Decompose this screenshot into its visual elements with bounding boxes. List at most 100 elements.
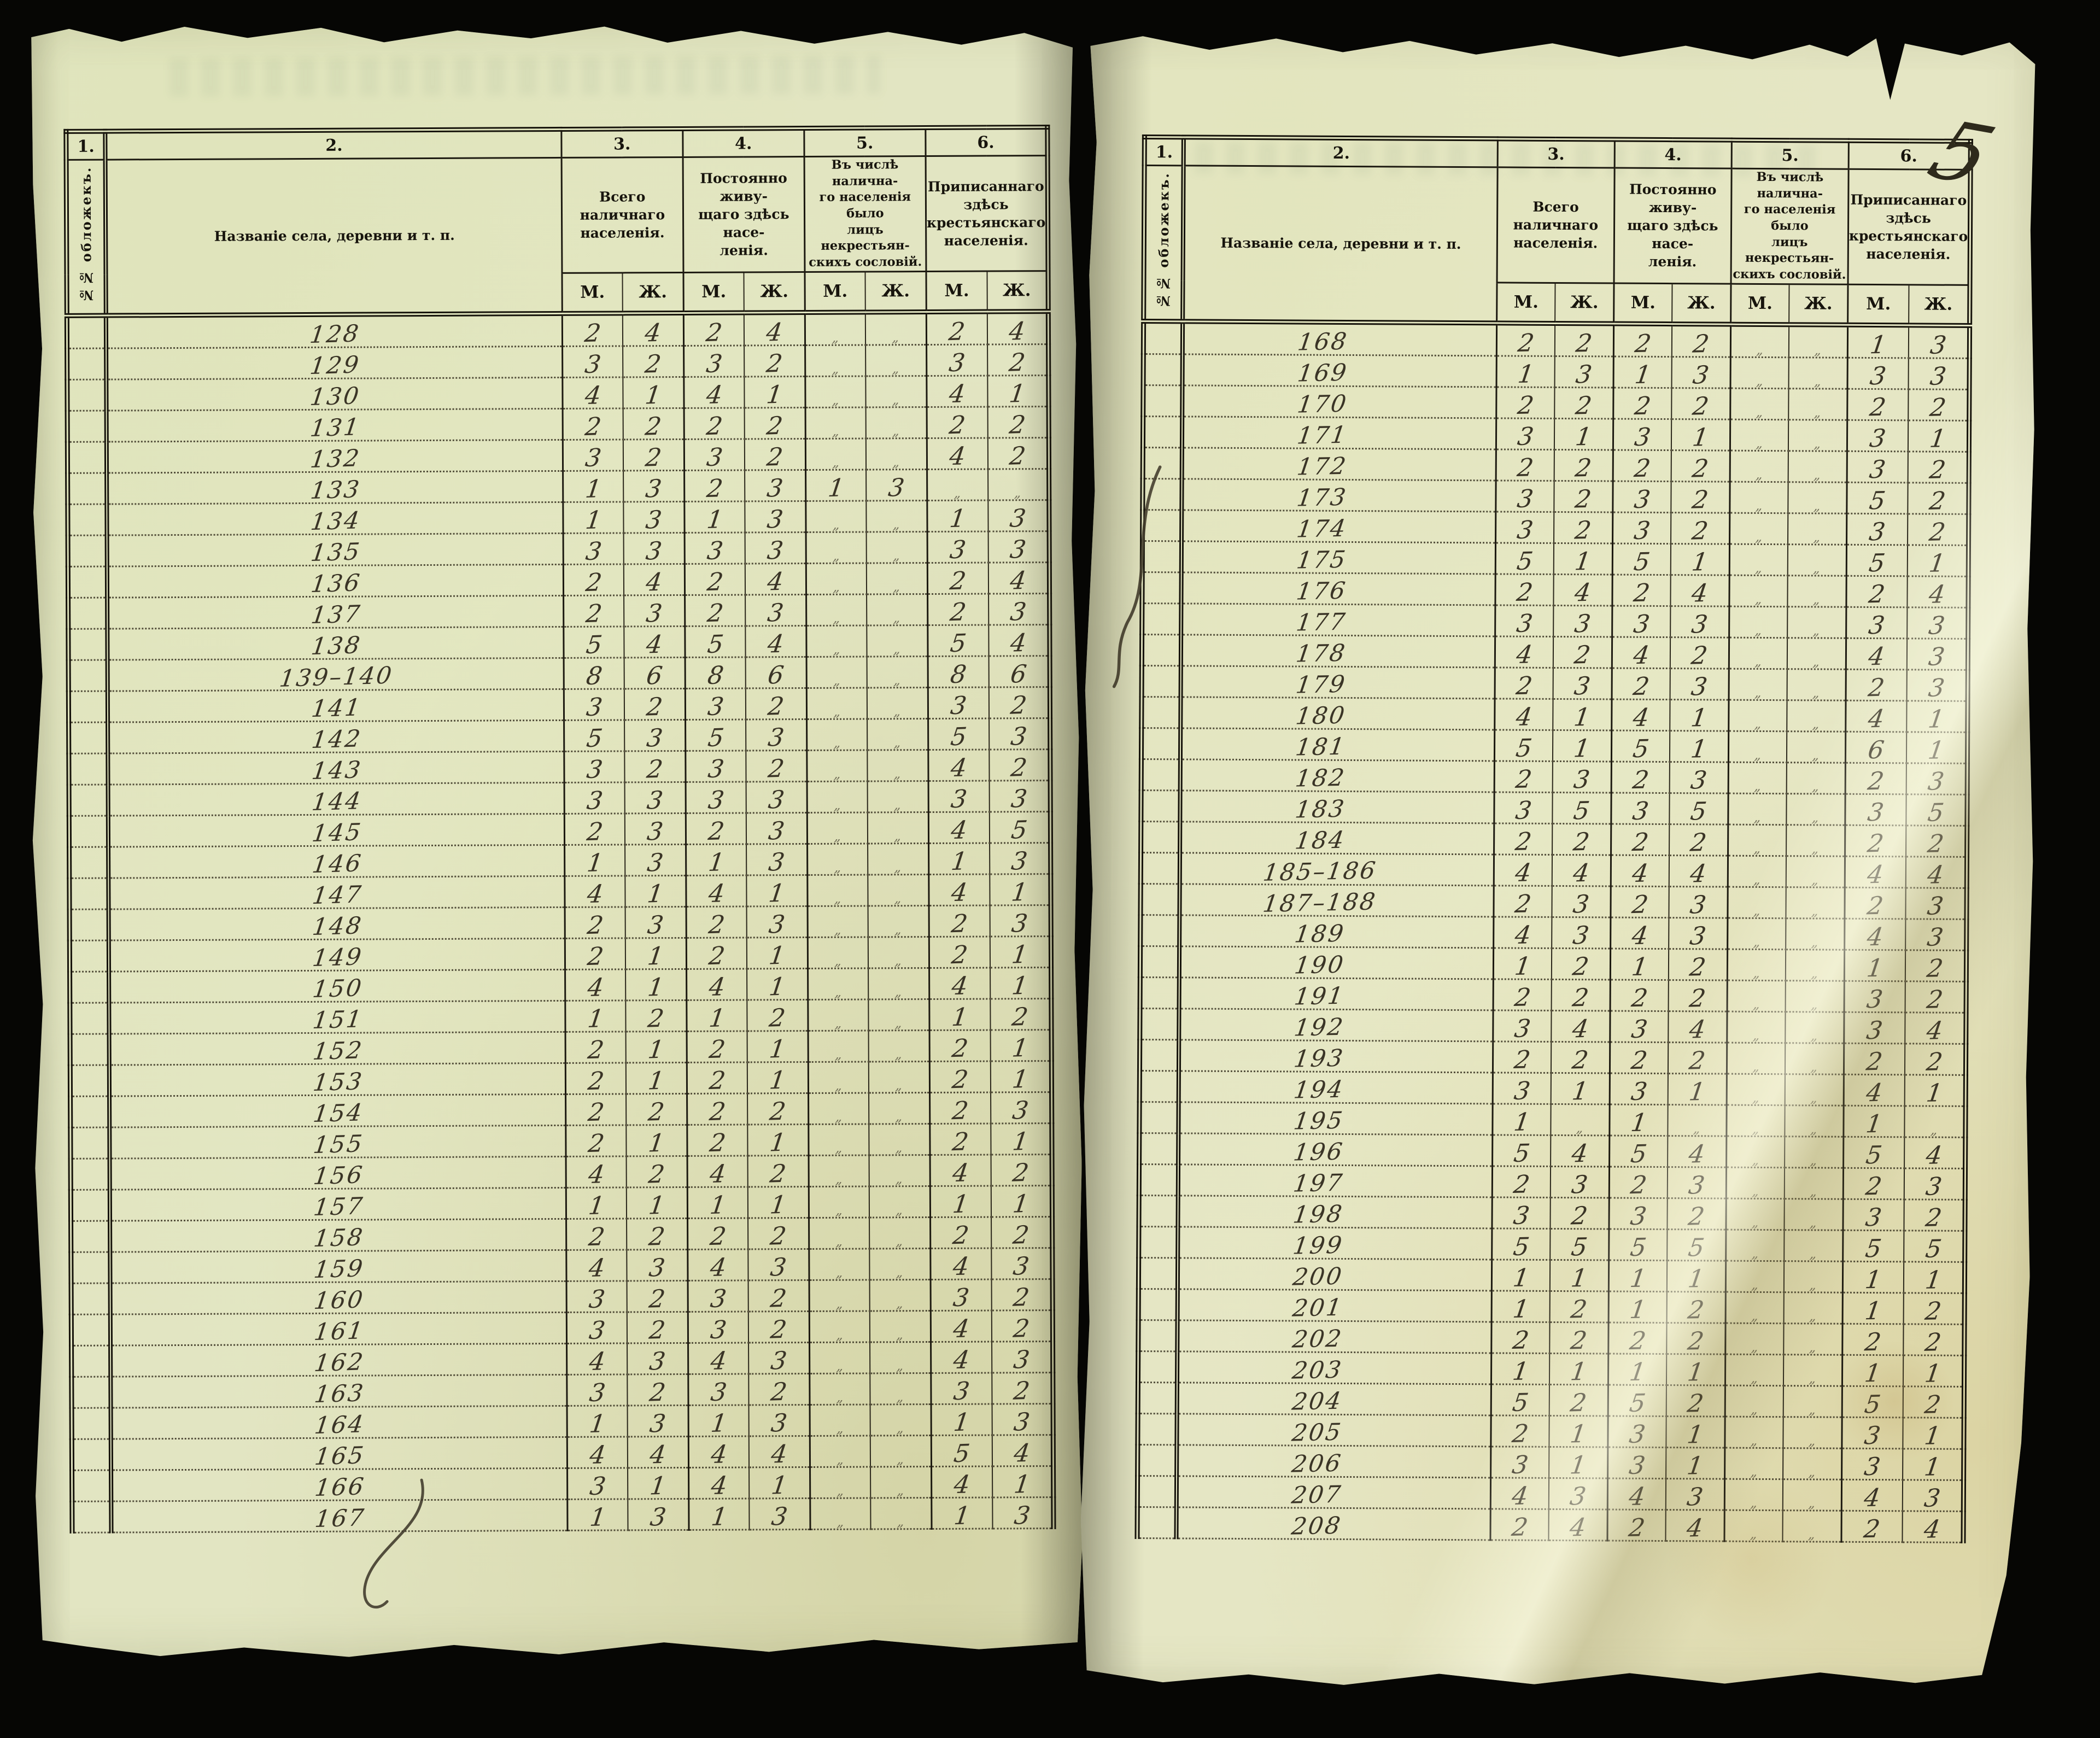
- village-number-cell: 199: [1178, 1227, 1492, 1260]
- handwritten-count: „: [1752, 1058, 1760, 1074]
- value-cell: „: [868, 781, 928, 812]
- handwritten-count: „: [893, 704, 902, 719]
- handwritten-count: 1: [646, 1034, 666, 1064]
- handwritten-count: „: [832, 517, 841, 532]
- handwritten-village-number: 175: [1295, 546, 1349, 575]
- value-cell: 2: [685, 595, 745, 626]
- handwritten-count: 2: [765, 411, 785, 441]
- value-cell: 2: [746, 688, 806, 719]
- value-cell: 1: [626, 1031, 687, 1062]
- village-number-cell: 128: [106, 313, 562, 348]
- handwritten-count: 2: [644, 349, 663, 379]
- village-number-cell: 173: [1182, 479, 1496, 512]
- handwritten-count: 2: [1510, 1419, 1530, 1448]
- value-cell: 1: [568, 1499, 628, 1530]
- value-cell: 2: [745, 438, 805, 470]
- handwritten-count: 2: [708, 1221, 728, 1251]
- value-cell: 1: [992, 1466, 1054, 1497]
- value-cell: 2: [565, 938, 625, 969]
- value-cell: „: [988, 469, 1049, 500]
- value-cell: 3: [748, 1342, 809, 1373]
- value-cell: 2: [988, 406, 1049, 437]
- value-cell: 3: [1613, 481, 1671, 513]
- value-cell: 2: [929, 1061, 991, 1092]
- value-cell: „: [869, 1186, 930, 1217]
- handwritten-count: „: [832, 641, 841, 657]
- handwritten-count: 3: [709, 1315, 728, 1344]
- handwritten-count: 1: [765, 379, 785, 409]
- col-number-2: 2.: [106, 129, 561, 160]
- handwritten-count: 4: [1687, 1014, 1707, 1044]
- value-cell: 4: [566, 1156, 627, 1187]
- handwritten-count: „: [1811, 779, 1821, 794]
- village-number-cell: 154: [109, 1094, 565, 1127]
- handwritten-count: 1: [588, 1409, 607, 1438]
- handwritten-count: 1: [768, 1190, 788, 1220]
- handwritten-count: 4: [1571, 858, 1592, 888]
- handwritten-count: 3: [1867, 610, 1887, 640]
- handwritten-count: 2: [1007, 347, 1027, 377]
- village-number-cell: 179: [1181, 666, 1495, 699]
- handwritten-count: 3: [585, 786, 605, 815]
- value-cell: „: [1727, 1105, 1785, 1137]
- value-cell: 1: [1608, 1291, 1667, 1323]
- value-cell: 4: [1612, 699, 1670, 731]
- handwritten-count: 3: [1631, 609, 1652, 639]
- value-cell: 5: [1612, 543, 1671, 575]
- value-cell: 1: [566, 1187, 627, 1219]
- handwritten-count: 2: [1866, 766, 1886, 796]
- handwritten-count: 4: [1008, 565, 1028, 595]
- handwritten-count: 2: [1009, 752, 1029, 782]
- handwritten-count: „: [831, 392, 840, 408]
- col-number-3: 3.: [561, 128, 683, 157]
- value-cell: 4: [929, 968, 990, 999]
- value-cell: 1: [1847, 325, 1909, 358]
- handwritten-count: 2: [586, 1128, 606, 1158]
- handwritten-village-number: 149: [311, 943, 365, 972]
- value-cell: „: [808, 875, 868, 906]
- value-cell: „: [1785, 1136, 1843, 1168]
- handwritten-count: „: [1812, 654, 1821, 670]
- value-cell: 3: [931, 1279, 992, 1310]
- handwritten-count: 3: [947, 348, 967, 378]
- handwritten-count: 3: [706, 692, 726, 721]
- value-cell: 2: [1666, 1385, 1725, 1417]
- value-cell: 1: [1491, 1353, 1549, 1385]
- handwritten-count: 1: [1926, 704, 1946, 734]
- value-cell: „: [870, 1435, 931, 1466]
- value-cell: „: [867, 656, 928, 687]
- value-cell: 4: [1902, 1511, 1963, 1543]
- female-header: Ж.: [1672, 283, 1730, 324]
- male-header: М.: [805, 272, 865, 312]
- handwritten-count: 2: [1516, 328, 1536, 358]
- value-cell: 1: [1842, 1355, 1903, 1386]
- handwritten-count: 1: [1010, 1064, 1030, 1094]
- value-cell: „: [1785, 1043, 1844, 1074]
- value-cell: „: [869, 1092, 929, 1123]
- value-cell: 3: [1493, 1010, 1552, 1042]
- handwritten-count: 3: [1627, 1419, 1647, 1449]
- value-cell: 2: [1903, 1324, 1964, 1356]
- handwritten-count: „: [1809, 1339, 1817, 1355]
- handwritten-count: 4: [1687, 1139, 1707, 1169]
- value-cell: 2: [929, 937, 990, 968]
- village-number-cell: 146: [108, 845, 564, 878]
- handwritten-count: 2: [1924, 1047, 1945, 1076]
- handwritten-count: „: [1929, 1122, 1939, 1138]
- value-cell: 3: [564, 782, 625, 814]
- value-cell: 3: [745, 501, 806, 532]
- value-cell: 4: [1906, 857, 1967, 888]
- handwritten-count: 2: [1573, 515, 1593, 545]
- handwritten-count: 5: [949, 722, 969, 752]
- value-cell: 1: [688, 1405, 749, 1436]
- value-cell: 3: [624, 595, 685, 626]
- value-cell: 1: [991, 1029, 1052, 1061]
- handwritten-village-number: 201: [1291, 1294, 1345, 1322]
- value-cell: 3: [1608, 1416, 1666, 1448]
- value-cell: 3: [928, 781, 990, 812]
- value-cell: 1: [563, 502, 624, 533]
- handwritten-count: 2: [1573, 390, 1594, 420]
- value-cell: „: [1786, 825, 1845, 857]
- value-cell: 1: [991, 1123, 1052, 1154]
- value-cell: „: [810, 1373, 870, 1405]
